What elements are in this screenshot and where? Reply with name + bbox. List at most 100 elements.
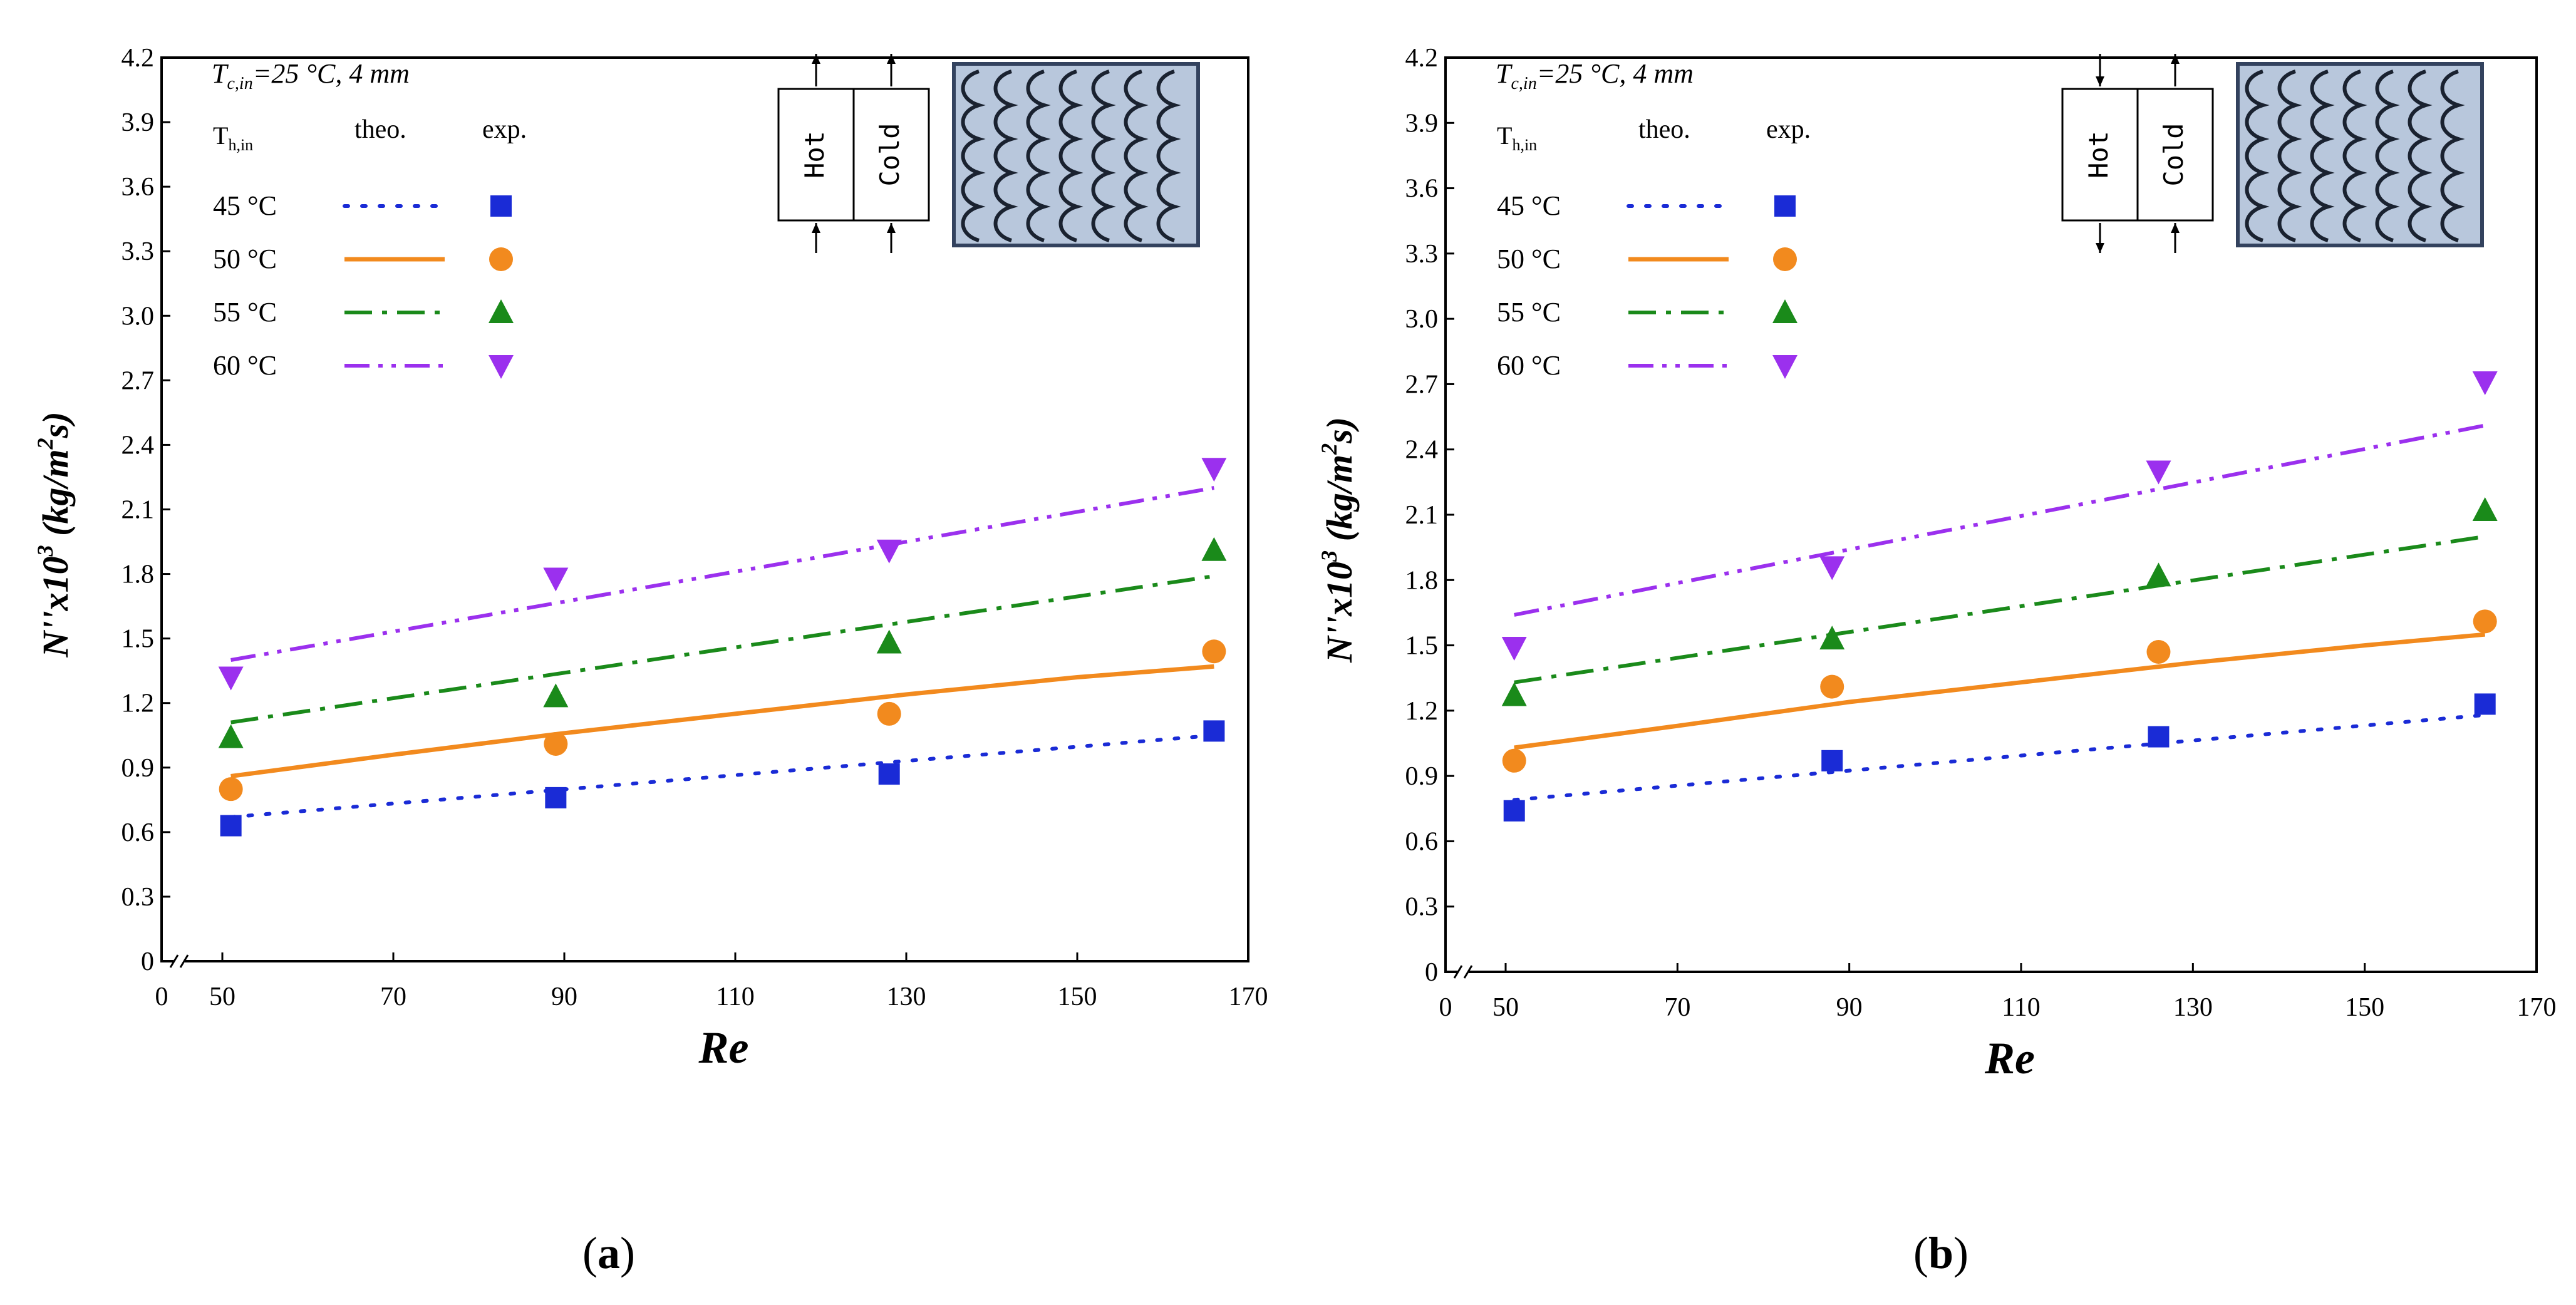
x-axis-title: Re [1984, 1033, 2035, 1083]
y-tick-label: 1.5 [122, 625, 155, 654]
condition-annotation: Tc,in=25 °C, 4 mm [1496, 58, 1694, 93]
legend-header-temp-main: T [1497, 121, 1512, 150]
x-zero-label: 0 [1439, 993, 1452, 1022]
y-tick-label: 2.1 [122, 496, 155, 525]
axis-break-mark [1453, 965, 1463, 979]
x-tick-label: 90 [1836, 993, 1863, 1022]
data-point [1502, 748, 1526, 773]
axis-break-mark [179, 954, 189, 968]
x-tick-label: 90 [551, 983, 577, 1011]
y-tick-label: 0.9 [1405, 762, 1439, 791]
data-point [1819, 626, 1845, 650]
y-axis-title: N''x103 (kg/m2s) [1316, 417, 1360, 663]
inset-cold-label: Cold [2158, 123, 2189, 186]
data-point [1201, 537, 1227, 561]
wavy-channel-curve [993, 70, 1018, 242]
caption-a-letter: a [597, 1228, 620, 1278]
inset-hot-label: Hot [2083, 131, 2114, 178]
y-tick-label: 2.7 [122, 366, 155, 395]
annotation-main: T [212, 58, 229, 89]
data-point [876, 629, 902, 654]
wavy-channel-curve [1124, 70, 1149, 242]
y-tick-label: 1.2 [122, 689, 155, 718]
legend-label: 45 °C [213, 190, 277, 221]
data-point [545, 787, 567, 808]
chart-panel-a: 0.3 0.6 0.9 1.2 1.5 1.8 2.1 2.4 2.7 3.0 3.3 3.6 3.9 4… [33, 44, 1268, 1073]
y-axis-title-unit-sup: 2 [1316, 443, 1342, 455]
y-tick-label: 0.9 [122, 754, 155, 783]
data-point [543, 683, 569, 708]
wavy-channel-curve [2245, 70, 2270, 242]
caption-a-close: ) [619, 1228, 635, 1278]
legend-label: 60 °C [213, 350, 277, 381]
data-point [2474, 693, 2496, 715]
x-axis-title: Re [698, 1023, 749, 1073]
legend-marker [1772, 299, 1798, 323]
legend-header-temp-sub: h,in [1512, 136, 1537, 154]
legend-marker [489, 247, 513, 271]
y-tick-label: 4.2 [1405, 44, 1439, 73]
legend-marker [1773, 247, 1797, 271]
data-point [2473, 609, 2497, 634]
inset-hot-label: Hot [799, 131, 830, 178]
data-point [1821, 750, 1843, 771]
legend-header-exp: exp. [1766, 115, 1811, 144]
legend-label: 50 °C [1497, 244, 1561, 274]
x-tick-label: 130 [2173, 993, 2213, 1022]
inset-cold-label: Cold [874, 123, 905, 186]
axis-break-mark [1463, 965, 1473, 979]
series-45C: 45 °C [1497, 190, 2496, 822]
y-axis-title-sup: 3 [33, 545, 58, 557]
x-tick-label: 50 [209, 983, 235, 1011]
wavy-channel-curve [2277, 70, 2302, 242]
theory-line [1514, 534, 2486, 684]
theory-line [230, 486, 1214, 662]
x-tick-label: 170 [1229, 983, 1268, 1011]
legend-marker [489, 355, 514, 379]
data-point [218, 666, 244, 691]
x-tick-label: 110 [716, 983, 754, 1011]
data-point [878, 763, 900, 785]
data-point [1203, 720, 1225, 742]
series-60C: 60 °C [213, 350, 1227, 691]
inset-wavy-channel-image [2236, 62, 2484, 247]
data-point [1201, 458, 1227, 482]
wavy-channel-curve [2440, 70, 2465, 242]
caption-a: (a) [582, 1227, 635, 1279]
annotation-main: T [1496, 58, 1513, 89]
y-tick-label: 2.1 [1405, 501, 1439, 530]
legend-marker [1774, 195, 1796, 217]
series-55C: 55 °C [1497, 297, 2498, 706]
caption-b-letter: b [1928, 1228, 1954, 1278]
y-tick-label: 2.7 [1405, 370, 1439, 399]
caption-a-open: ( [582, 1228, 597, 1278]
theory-line [230, 664, 1214, 778]
theory-line [230, 574, 1214, 725]
data-point [2146, 640, 2171, 664]
x-tick-label: 130 [887, 983, 926, 1011]
y-tick-label: 0.6 [1405, 827, 1439, 856]
data-point [2148, 726, 2170, 748]
arrow-cold-out-head [2171, 54, 2180, 64]
annotation-sub: c,in [1511, 74, 1536, 93]
x-zero-label: 0 [155, 983, 168, 1011]
x-tick-label: 150 [1058, 983, 1097, 1011]
y-tick-label: 3.0 [122, 302, 155, 331]
data-point [2146, 562, 2171, 587]
y-tick-label: 3.3 [1405, 240, 1439, 269]
series-50C: 50 °C [213, 244, 1226, 802]
theory-line [229, 733, 1216, 819]
legend-header-temp: Th,in [213, 121, 253, 154]
y-tick-label: 3.3 [122, 237, 155, 266]
data-point [2146, 460, 2171, 485]
inset-channel-diagram: Hot Cold [2061, 54, 2214, 253]
wavy-channel-curve [1091, 70, 1116, 242]
data-point [219, 777, 243, 802]
y-axis-title-main: N''x10 [35, 556, 76, 658]
x-tick-label: 150 [2345, 993, 2384, 1022]
arrow-cold-in-head [887, 223, 896, 233]
wavy-channel-curve [1156, 70, 1181, 242]
x-tick-label: 170 [2517, 993, 2557, 1022]
data-point [544, 731, 568, 756]
